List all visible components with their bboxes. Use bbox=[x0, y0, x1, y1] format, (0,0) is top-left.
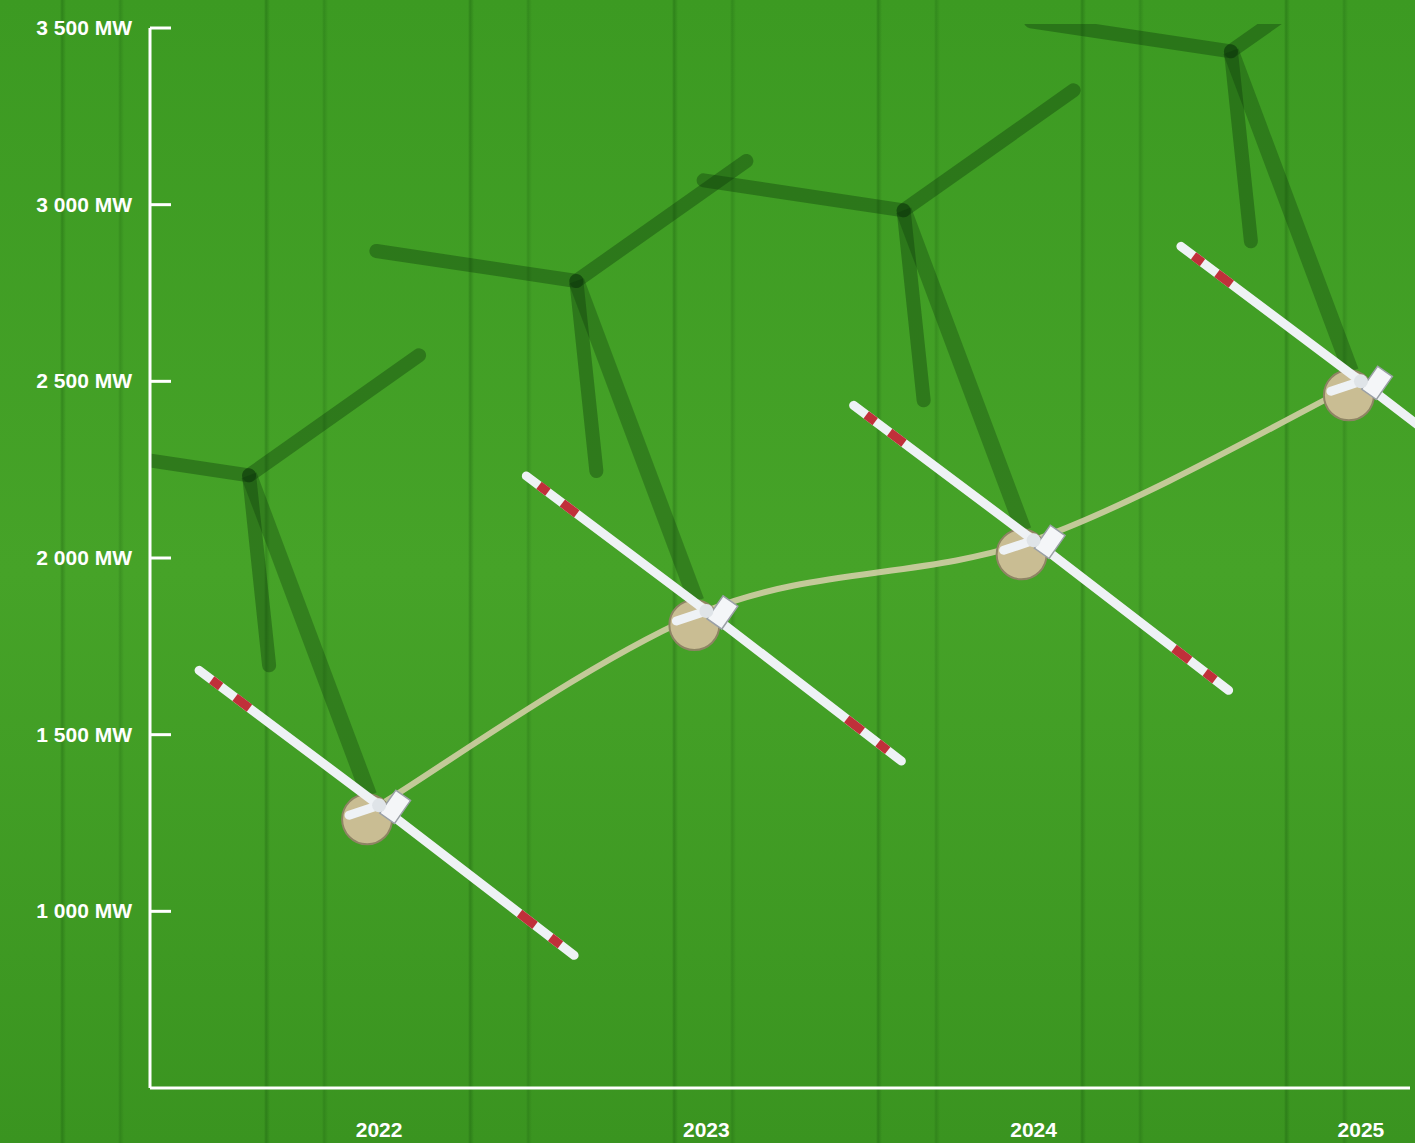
y-tick bbox=[150, 910, 171, 913]
x-tick-label: 2023 bbox=[683, 1118, 730, 1141]
chart: 1 000 MW 1 500 MW 2 000 MW 2 500 MW 3 000 MW… bbox=[0, 0, 1415, 1143]
turbine-shadow bbox=[376, 161, 746, 601]
turbine-blade bbox=[1361, 381, 1415, 531]
x-tick-label: 2022 bbox=[356, 1118, 403, 1141]
turbine-blade-stripe bbox=[562, 503, 576, 514]
turbine-blade-stripe bbox=[1174, 648, 1190, 660]
plot-area bbox=[150, 24, 1415, 955]
shadow-blade bbox=[150, 445, 249, 475]
turbine-blade-stripe bbox=[539, 485, 548, 492]
y-tick bbox=[150, 27, 171, 30]
x-tick-label: 2024 bbox=[1010, 1118, 1057, 1141]
marker bbox=[1181, 246, 1415, 531]
turbine-blade-stripe bbox=[519, 913, 535, 925]
shadow-blade bbox=[1031, 24, 1231, 51]
y-tick-label: 3 500 MW bbox=[36, 16, 132, 39]
turbine-blade-stripe bbox=[1194, 256, 1203, 263]
shadow-blade bbox=[376, 251, 576, 281]
turbine-blade bbox=[379, 805, 574, 955]
x-tick-label: 2025 bbox=[1338, 1118, 1385, 1141]
marker bbox=[854, 405, 1229, 690]
turbine-blade-stripe bbox=[212, 680, 221, 687]
turbine-hub bbox=[699, 604, 713, 618]
y-tick-label: 2 500 MW bbox=[36, 369, 132, 392]
turbine-blade bbox=[199, 670, 379, 805]
y-tick bbox=[150, 733, 171, 736]
y-tick-label: 3 000 MW bbox=[36, 193, 132, 216]
turbine-blade-stripe bbox=[878, 743, 888, 751]
turbine-hub bbox=[372, 798, 386, 812]
turbine-blade bbox=[1034, 540, 1229, 690]
turbine-blade bbox=[1181, 246, 1361, 381]
y-tick-label: 1 500 MW bbox=[36, 723, 132, 746]
turbine-blade-stripe bbox=[847, 719, 863, 731]
turbine-blade-stripe bbox=[1205, 672, 1215, 680]
shadow-blade bbox=[249, 355, 419, 475]
x-axis bbox=[150, 1087, 1410, 1090]
y-tick bbox=[150, 380, 171, 383]
turbine-blade-stripe bbox=[866, 415, 875, 422]
shadow-blade bbox=[704, 180, 904, 210]
shadow-blade bbox=[904, 90, 1074, 210]
y-tick-label: 2 000 MW bbox=[36, 546, 132, 569]
y-tick bbox=[150, 203, 171, 206]
turbine-hub bbox=[1354, 374, 1368, 388]
turbine-blade-stripe bbox=[235, 697, 249, 708]
turbine-hub bbox=[1027, 533, 1041, 547]
y-tick bbox=[150, 557, 171, 560]
turbine-blade bbox=[854, 405, 1034, 540]
turbine-blade bbox=[706, 611, 901, 761]
shadow-blade bbox=[1231, 24, 1401, 51]
turbine-shadow bbox=[1031, 24, 1401, 371]
turbine-blade-stripe bbox=[551, 937, 561, 945]
turbine-blade-stripe bbox=[1217, 273, 1231, 284]
turbine-blade bbox=[526, 476, 706, 611]
turbine-blade-stripe bbox=[890, 432, 904, 443]
line bbox=[379, 381, 1361, 805]
turbine-shadow bbox=[704, 90, 1074, 530]
y-tick-label: 1 000 MW bbox=[36, 899, 132, 922]
marker bbox=[199, 670, 574, 955]
marker bbox=[526, 476, 901, 761]
